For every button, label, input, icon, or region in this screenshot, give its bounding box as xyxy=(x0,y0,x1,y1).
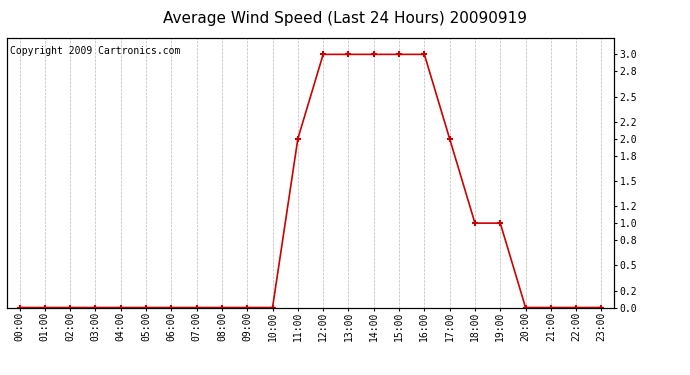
Text: Average Wind Speed (Last 24 Hours) 20090919: Average Wind Speed (Last 24 Hours) 20090… xyxy=(163,11,527,26)
Text: Copyright 2009 Cartronics.com: Copyright 2009 Cartronics.com xyxy=(10,46,180,56)
